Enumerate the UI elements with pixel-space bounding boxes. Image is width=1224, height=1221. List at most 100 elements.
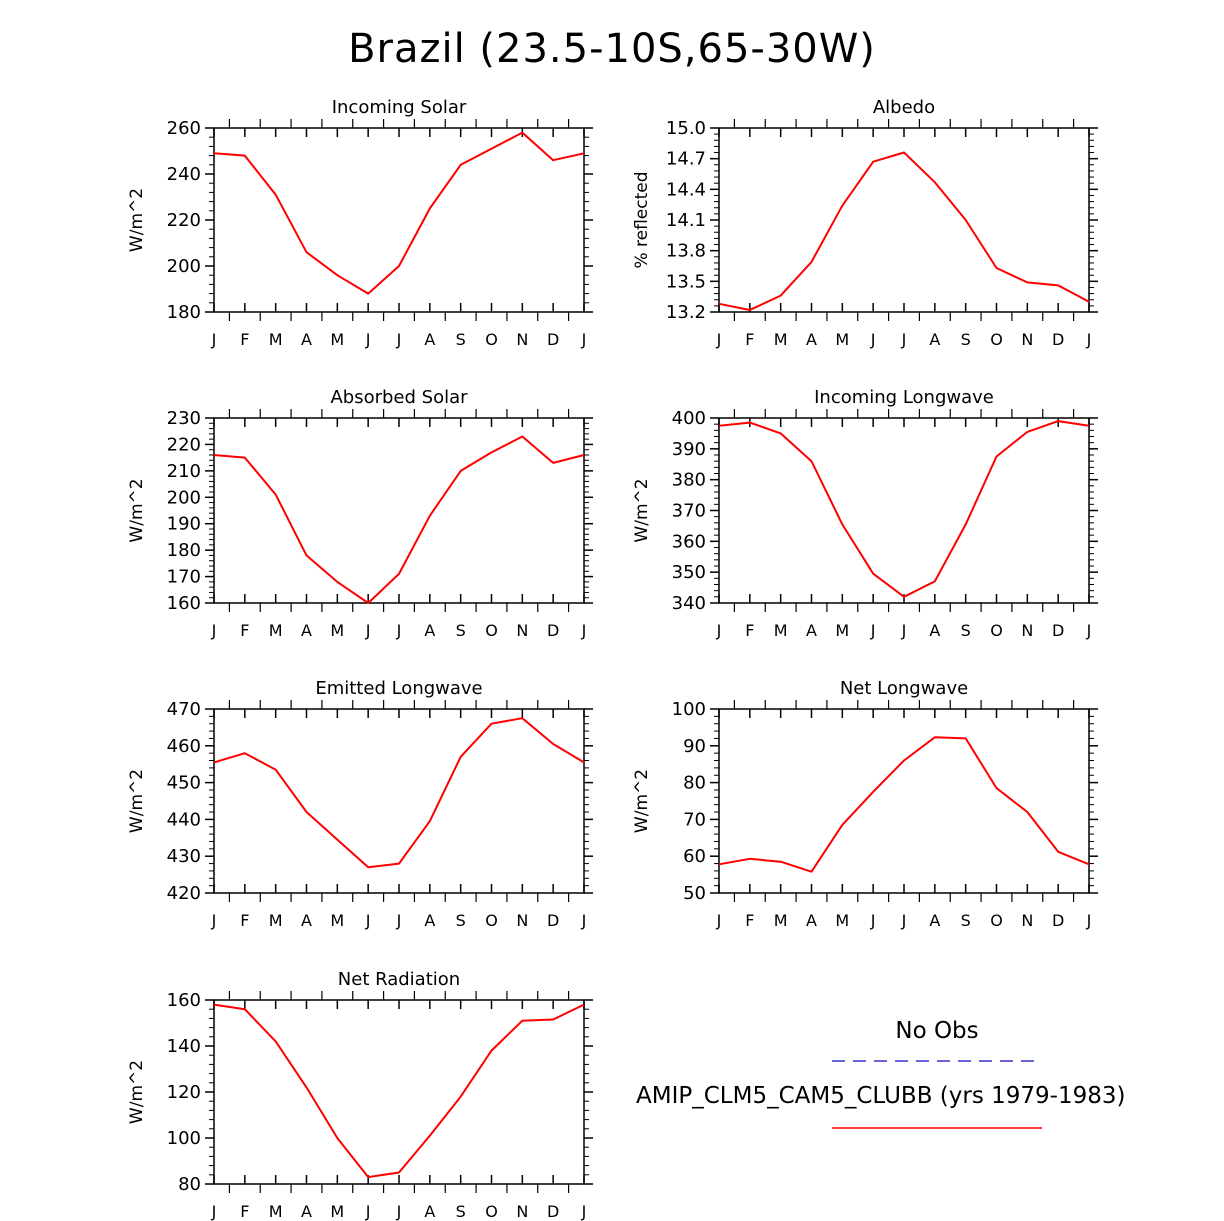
panel-incoming-longwave: J F M A M J J A S O N D J340350360370380390400Incomi…: [632, 387, 1098, 640]
albedo-ytick-label: 13.8: [666, 241, 706, 262]
absorbed-solar-ytick-label: 170: [167, 567, 201, 588]
albedo-plot-frame: [718, 127, 1090, 313]
absorbed-solar-series-line: [213, 435, 585, 604]
net-longwave-ytick-label: 60: [683, 846, 706, 867]
emitted-longwave-ytick-label: 460: [167, 736, 201, 757]
albedo-ylabel: % reflected: [632, 171, 652, 268]
absorbed-solar-xtick-label: O: [485, 621, 498, 640]
net-longwave-xtick-label: A: [806, 911, 817, 930]
panel-albedo: J F M A M J J A S O N D J13.213.513.814.114.414.715.…: [632, 97, 1098, 349]
absorbed-solar-ytick-label: 220: [167, 434, 201, 455]
net-radiation-xtick-label: O: [485, 1202, 498, 1221]
net-radiation-xtick-label: A: [301, 1202, 312, 1221]
incoming-solar-ytick-label: 220: [167, 210, 201, 231]
albedo-xtick-label: S: [961, 330, 971, 349]
incoming-longwave-ytick-label: 400: [672, 408, 706, 429]
incoming-solar-xtick-label: M: [269, 330, 283, 349]
emitted-longwave-xtick-label: O: [485, 911, 498, 930]
absorbed-solar-ytick-label: 210: [167, 461, 201, 482]
albedo-ytick-label: 14.4: [666, 179, 706, 200]
absorbed-solar-ylabel: W/m^2: [127, 478, 147, 542]
emitted-longwave-xtick-label: N: [516, 911, 528, 930]
net-radiation-ylabel: W/m^2: [127, 1060, 147, 1124]
emitted-longwave-plot-frame: [213, 708, 585, 894]
incoming-longwave-plot-frame: [718, 417, 1090, 604]
emitted-longwave-ylabel: W/m^2: [127, 769, 147, 833]
incoming-solar-xtick-label: N: [516, 330, 528, 349]
net-longwave-xtick-label: A: [929, 911, 940, 930]
incoming-longwave-xtick-label: A: [806, 621, 817, 640]
incoming-longwave-series-line: [718, 420, 1090, 598]
absorbed-solar-xtick-label: N: [516, 621, 528, 640]
albedo-series-line: [718, 151, 1090, 311]
incoming-solar-xtick-label: J: [365, 330, 371, 349]
net-longwave-xtick-label: J: [1086, 911, 1092, 930]
absorbed-solar-xtick-label: J: [211, 621, 217, 640]
net-longwave-series-line: [718, 736, 1090, 873]
incoming-solar-xtick-label: A: [424, 330, 435, 349]
incoming-solar-title: Incoming Solar: [332, 97, 467, 118]
emitted-longwave-xtick-label: J: [365, 911, 371, 930]
albedo-ytick-label: 14.7: [666, 149, 706, 170]
absorbed-solar-xtick-label: A: [301, 621, 312, 640]
albedo-xtick-label: J: [716, 330, 722, 349]
net-longwave-xtick-label: S: [961, 911, 971, 930]
net-longwave-xtick-label: J: [901, 911, 907, 930]
net-radiation-ytick-label: 120: [167, 1082, 201, 1103]
incoming-longwave-xtick-label: M: [774, 621, 788, 640]
net-longwave-xtick-label: D: [1052, 911, 1064, 930]
legend-model-label: AMIP_CLM5_CAM5_CLUBB (yrs 1979-1983): [636, 1083, 1125, 1109]
emitted-longwave-xtick-label: S: [456, 911, 466, 930]
net-longwave-plot-frame: [718, 708, 1090, 894]
incoming-solar-xtick-label: J: [396, 330, 402, 349]
albedo-xtick-label: N: [1021, 330, 1033, 349]
emitted-longwave-xtick-label: D: [547, 911, 559, 930]
incoming-solar-plot-frame: [213, 127, 585, 313]
incoming-solar-xtick-label: O: [485, 330, 498, 349]
albedo-xtick-label: J: [901, 330, 907, 349]
emitted-longwave-xtick-label: J: [211, 911, 217, 930]
absorbed-solar-xtick-label: A: [424, 621, 435, 640]
absorbed-solar-ytick-label: 160: [167, 593, 201, 614]
incoming-longwave-ytick-label: 360: [672, 531, 706, 552]
figure-title: Brazil (23.5-10S,65-30W): [348, 26, 876, 72]
albedo-xtick-label: A: [929, 330, 940, 349]
net-longwave-ytick-label: 90: [683, 736, 706, 757]
emitted-longwave-series-line: [213, 717, 585, 869]
incoming-longwave-ylabel: W/m^2: [632, 478, 652, 542]
net-longwave-ytick-label: 100: [672, 699, 706, 720]
albedo-ytick-label: 13.2: [666, 302, 706, 323]
incoming-longwave-xtick-label: A: [929, 621, 940, 640]
panel-absorbed-solar: J F M A M J J A S O N D J160170180190200210220230Abs…: [127, 387, 593, 640]
net-longwave-ytick-label: 70: [683, 809, 706, 830]
incoming-solar-series-line: [213, 131, 585, 295]
net-radiation-series-line: [213, 1003, 585, 1179]
net-longwave-ytick-label: 50: [683, 883, 706, 904]
albedo-xtick-label: J: [870, 330, 876, 349]
net-radiation-title: Net Radiation: [338, 969, 460, 990]
net-radiation-ytick-label: 80: [178, 1174, 201, 1195]
incoming-solar-xtick-label: D: [547, 330, 559, 349]
incoming-longwave-title: Incoming Longwave: [814, 387, 994, 408]
absorbed-solar-xtick-label: M: [269, 621, 283, 640]
incoming-longwave-ytick-label: 380: [672, 470, 706, 491]
incoming-solar-ytick-label: 200: [167, 256, 201, 277]
albedo-xtick-label: J: [1086, 330, 1092, 349]
absorbed-solar-ytick-label: 180: [167, 540, 201, 561]
absorbed-solar-xtick-label: F: [240, 621, 249, 640]
incoming-longwave-ytick-label: 350: [672, 562, 706, 583]
net-radiation-xtick-label: D: [547, 1202, 559, 1221]
net-radiation-xtick-label: J: [581, 1202, 587, 1221]
net-radiation-ytick-label: 100: [167, 1128, 201, 1149]
net-longwave-xtick-label: J: [716, 911, 722, 930]
net-radiation-ytick-label: 160: [167, 990, 201, 1011]
incoming-longwave-xtick-label: M: [835, 621, 849, 640]
net-radiation-xtick-label: J: [211, 1202, 217, 1221]
emitted-longwave-xtick-label: A: [424, 911, 435, 930]
incoming-longwave-xtick-label: F: [745, 621, 754, 640]
